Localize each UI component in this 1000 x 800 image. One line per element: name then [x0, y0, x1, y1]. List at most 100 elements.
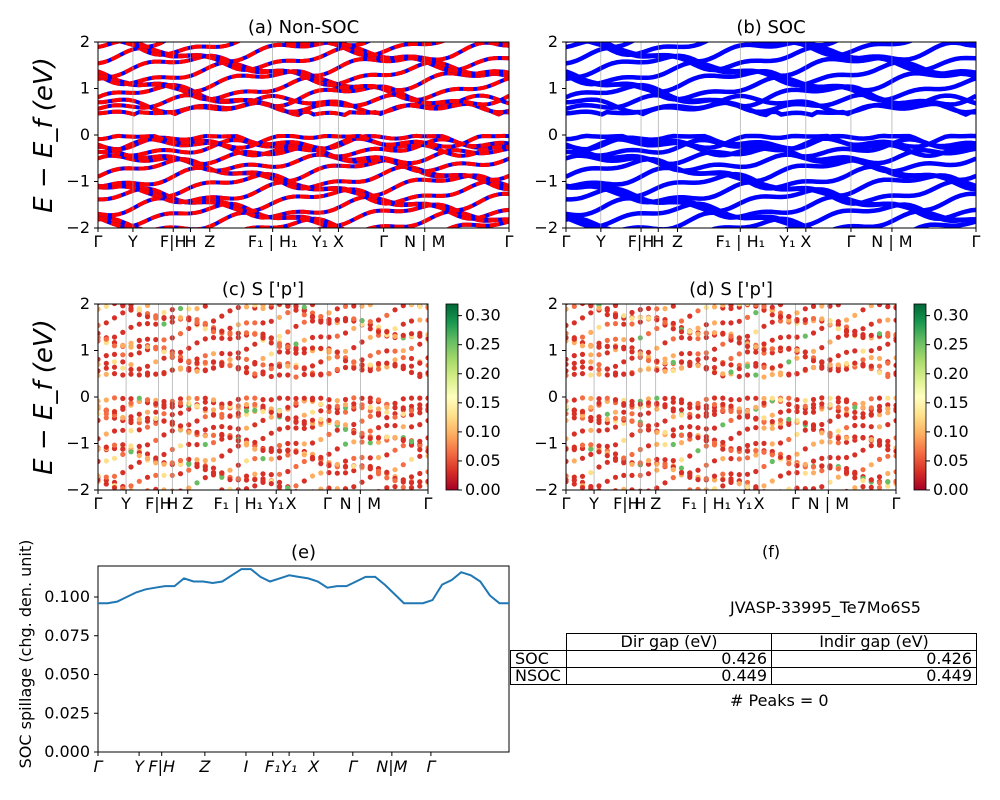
band-point	[877, 304, 882, 306]
band-point	[802, 427, 808, 433]
band-point	[885, 371, 891, 377]
band-point	[670, 353, 676, 359]
band-point	[843, 349, 850, 355]
band-point	[794, 431, 800, 437]
band-point	[786, 395, 792, 401]
band-point	[161, 337, 167, 343]
band-point	[103, 415, 109, 421]
band-point	[777, 372, 784, 378]
band-point	[802, 461, 808, 467]
band-point	[695, 325, 701, 331]
band-point	[852, 502, 857, 507]
band-point	[687, 487, 693, 490]
band-point	[103, 365, 109, 371]
band-point	[777, 440, 784, 446]
band-point	[318, 416, 324, 422]
band-point	[202, 399, 208, 405]
band-point	[711, 477, 718, 483]
band-point	[802, 486, 808, 490]
band-point	[136, 443, 142, 449]
band-point	[417, 499, 422, 504]
band-point	[769, 365, 775, 371]
band-point	[629, 355, 635, 361]
band-point	[645, 315, 652, 321]
band-point	[186, 317, 192, 323]
band-point	[761, 347, 767, 353]
band-point	[375, 360, 382, 367]
band-point	[425, 469, 428, 475]
band-point	[835, 404, 841, 410]
band-point	[794, 292, 799, 297]
y-tick-label: 0.025	[44, 703, 90, 722]
band-point	[786, 371, 792, 377]
band-point	[687, 436, 693, 442]
band-point	[885, 402, 891, 408]
x-tick-label: F₁ | H₁	[715, 232, 765, 251]
band-point	[819, 290, 824, 295]
band-point	[359, 339, 365, 345]
band-point	[588, 304, 594, 309]
band-point	[588, 485, 594, 490]
band-point	[596, 352, 602, 358]
y-tick-label: −2	[534, 218, 558, 237]
band-point	[425, 304, 428, 310]
band-point	[761, 304, 767, 310]
band-point	[409, 500, 414, 505]
material-id: JVASP-33995_Te7Mo6S5	[730, 598, 921, 617]
band-point	[827, 304, 833, 309]
band-point	[860, 423, 866, 429]
band-point	[827, 454, 833, 461]
band-point	[227, 325, 233, 331]
band-point	[596, 371, 602, 377]
band-point	[753, 425, 759, 431]
band-point	[720, 395, 726, 401]
band-point	[103, 458, 109, 464]
band-point	[177, 443, 184, 449]
band-point	[794, 318, 800, 324]
band-point	[662, 499, 667, 504]
band-point	[177, 349, 184, 355]
band-point	[285, 363, 291, 369]
band-point	[579, 364, 586, 370]
band-point	[285, 395, 291, 401]
band-point	[342, 402, 349, 408]
band-point	[720, 320, 726, 326]
band-point	[111, 412, 118, 418]
band-point	[843, 439, 850, 445]
band-point	[670, 441, 676, 448]
band-point	[843, 468, 850, 474]
band-point	[153, 321, 159, 327]
band-point	[802, 446, 808, 452]
x-tick-label: F|H	[148, 757, 175, 776]
band-point	[219, 405, 225, 411]
band-point	[202, 467, 208, 473]
band-point	[161, 321, 167, 327]
band-point	[868, 477, 874, 483]
band-point	[769, 419, 775, 425]
band-point	[761, 415, 767, 421]
band-point	[786, 359, 792, 365]
band-point	[219, 328, 225, 334]
band-point	[268, 351, 274, 357]
band-point	[392, 447, 398, 453]
band-point	[367, 440, 373, 446]
band-point	[835, 440, 841, 446]
x-tick-label: Z	[650, 494, 661, 513]
band-point	[401, 293, 406, 298]
band-point	[367, 404, 373, 410]
band-point	[367, 413, 373, 419]
band-point	[161, 355, 167, 361]
band-point	[202, 475, 208, 481]
band-point	[720, 407, 726, 413]
band-point	[810, 330, 817, 336]
band-point	[777, 424, 784, 430]
band-point	[98, 372, 101, 378]
band-point	[161, 315, 167, 321]
x-tick-label: Γ	[892, 494, 901, 513]
band-point	[769, 371, 775, 378]
band-point	[753, 372, 759, 378]
band-point	[852, 485, 858, 490]
band-point	[621, 460, 627, 466]
band-point	[210, 465, 217, 471]
band-point	[835, 399, 841, 405]
